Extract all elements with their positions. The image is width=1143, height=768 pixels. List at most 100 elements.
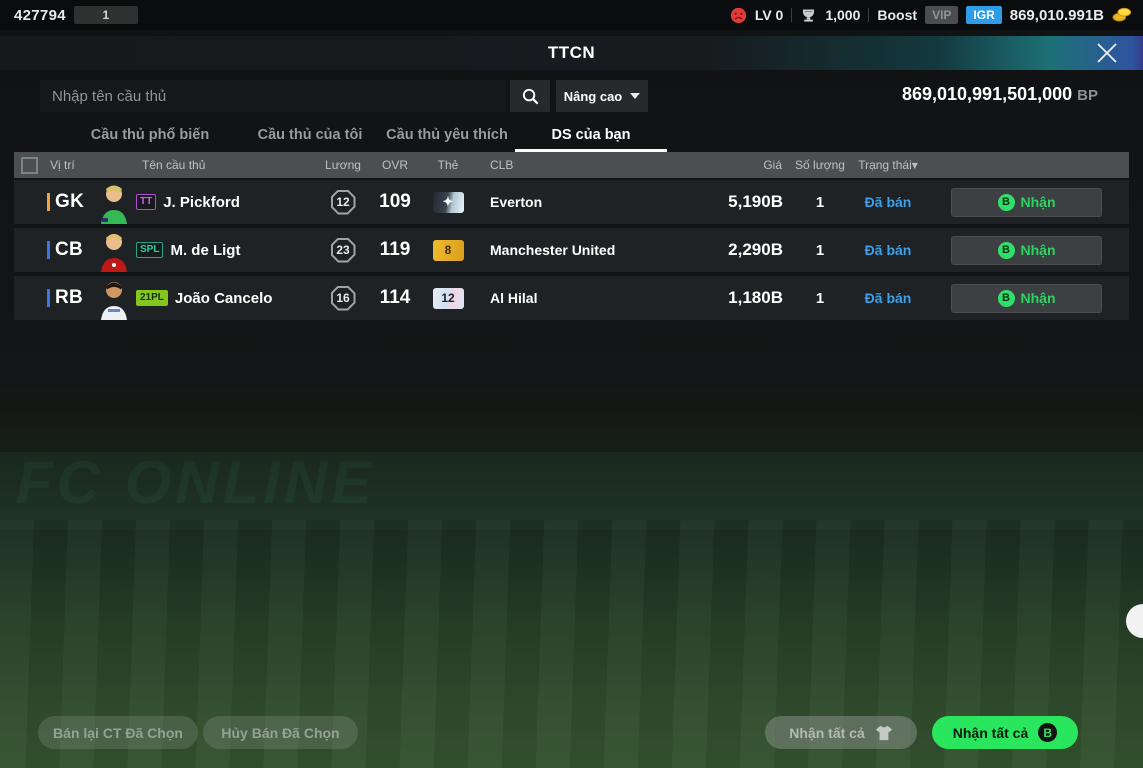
header-name: Tên cầu thủ: [142, 158, 206, 172]
table-row[interactable]: RB 21PL João Cancelo 16 114 12 Al Hilal …: [14, 276, 1129, 320]
bp-balance: 869,010,991,501,000 BP: [902, 84, 1098, 105]
quantity-value: 1: [815, 193, 825, 211]
status-badge: Đã bán: [864, 242, 912, 258]
receive-all-bp-button[interactable]: Nhận tất cả B: [932, 716, 1078, 749]
resell-selected-button[interactable]: Bán lại CT Đã Chọn: [38, 716, 198, 749]
player-name: João Cancelo: [174, 289, 273, 307]
bp-coin-icon: B: [1038, 723, 1058, 742]
card-cell: 12: [424, 287, 472, 309]
position-cell: GK: [40, 191, 92, 213]
tab-my-players[interactable]: Cầu thủ của tôi: [257, 127, 363, 143]
user-id: 427794: [14, 6, 66, 24]
player-list: GK TT J. Pickford 12 109 ✦ Everton 5,190…: [14, 180, 1129, 324]
receive-button[interactable]: B Nhận: [951, 283, 1102, 313]
action-cell: B Nhận: [924, 235, 1129, 265]
trophy-icon: [800, 7, 817, 24]
ovr-value: 114: [379, 287, 411, 308]
search-button[interactable]: [510, 80, 550, 112]
divider: [791, 8, 793, 22]
sort-desc-icon: ▾: [911, 158, 918, 172]
boost-label[interactable]: Boost: [877, 7, 918, 23]
receive-button[interactable]: B Nhận: [951, 187, 1102, 217]
header-price: Giá: [763, 158, 782, 172]
player-name: M. de Ligt: [170, 241, 241, 259]
card-cell: ✦: [424, 191, 472, 213]
counter-badge: 1: [73, 6, 138, 24]
background-band: [0, 452, 1143, 530]
player-photo: [92, 276, 136, 320]
cancel-sale-selected-button[interactable]: Hủy Bán Đã Chọn: [203, 716, 358, 749]
page-title: TTCN: [547, 43, 596, 62]
club-name: Al Hilal: [490, 290, 538, 306]
bp-coin-icon: B: [997, 289, 1015, 307]
header-position: Vị trí: [50, 158, 75, 172]
position-color-bar: [47, 241, 50, 259]
name-cell: TT J. Pickford: [136, 194, 320, 211]
receive-all-items-button[interactable]: Nhận tất cả: [765, 716, 917, 749]
card-type-icon: ✦: [432, 191, 464, 213]
salary-badge: 16: [330, 285, 356, 311]
shirt-icon: [875, 725, 892, 740]
club-name: Manchester United: [490, 242, 616, 258]
title-bar: TTCN: [0, 36, 1143, 70]
salary-cell: 12: [320, 189, 366, 215]
table-row[interactable]: CB SPL M. de Ligt 23 119 8 Manchester Un…: [14, 228, 1129, 272]
dropdown-arrow-icon: [630, 93, 641, 99]
close-button[interactable]: [1093, 39, 1121, 67]
igr-badge[interactable]: IGR: [966, 6, 1002, 24]
price-value: 2,290B: [728, 240, 783, 259]
header-status[interactable]: Trạng thái▾: [858, 158, 918, 172]
bp-coin-icon: B: [997, 241, 1015, 259]
name-cell: SPL M. de Ligt: [136, 242, 320, 259]
header-club: CLB: [490, 158, 514, 172]
sad-face-icon: [730, 7, 747, 24]
position-color-bar: [47, 289, 50, 307]
edge-handle[interactable]: [1126, 604, 1143, 638]
bp-unit: BP: [1077, 87, 1098, 104]
action-cell: B Nhận: [924, 187, 1129, 217]
salary-cell: 23: [320, 237, 366, 263]
position-cell: RB: [40, 287, 92, 309]
status-bar: 427794 1 LV 0 1,000 Boost VIP IGR 869,01…: [0, 0, 1143, 30]
price-value: 5,190B: [728, 192, 783, 211]
player-name: J. Pickford: [163, 193, 240, 211]
advanced-search-button[interactable]: Nâng cao: [556, 80, 648, 112]
status-badge: Đã bán: [864, 290, 912, 306]
position-cell: CB: [40, 239, 92, 261]
season-badge: 21PL: [136, 290, 168, 306]
vip-badge[interactable]: VIP: [925, 6, 959, 24]
card-type-icon: 8: [432, 239, 464, 261]
select-all-checkbox[interactable]: [21, 156, 38, 174]
divider: [868, 8, 870, 22]
table-header: Vị trí Tên cầu thủ Lương OVR Thẻ CLB Giá…: [14, 152, 1129, 178]
card-cell: 8: [424, 239, 472, 261]
close-icon: [1097, 43, 1117, 63]
salary-badge: 12: [330, 189, 356, 215]
quantity-value: 1: [815, 241, 825, 259]
club-name: Everton: [490, 194, 543, 210]
level-label: LV 0: [754, 7, 784, 23]
header-ovr: OVR: [381, 158, 408, 172]
receive-button[interactable]: B Nhận: [951, 235, 1102, 265]
trophy-count: 1,000: [825, 7, 861, 23]
coins-icon: [1112, 7, 1132, 24]
tab-your-list[interactable]: DS của bạn: [515, 122, 667, 152]
advanced-search-label: Nâng cao: [563, 88, 623, 104]
salary-cell: 16: [320, 285, 366, 311]
action-cell: B Nhận: [924, 283, 1129, 313]
header-quantity: Số lượng: [795, 158, 845, 172]
tab-favorite-players[interactable]: Cầu thủ yêu thích: [386, 127, 508, 143]
status-badge: Đã bán: [864, 194, 912, 210]
search-input[interactable]: [40, 80, 505, 112]
ovr-value: 119: [379, 239, 411, 260]
season-badge: TT: [136, 194, 157, 210]
salary-badge: 23: [330, 237, 356, 263]
coin-balance: 869,010.991B: [1009, 6, 1104, 24]
search-icon: [522, 88, 538, 104]
header-salary: Lương: [325, 158, 361, 172]
tab-popular-players[interactable]: Cầu thủ phổ biến: [90, 127, 210, 143]
player-photo: [92, 180, 136, 224]
bp-coin-icon: B: [997, 193, 1015, 211]
table-row[interactable]: GK TT J. Pickford 12 109 ✦ Everton 5,190…: [14, 180, 1129, 224]
